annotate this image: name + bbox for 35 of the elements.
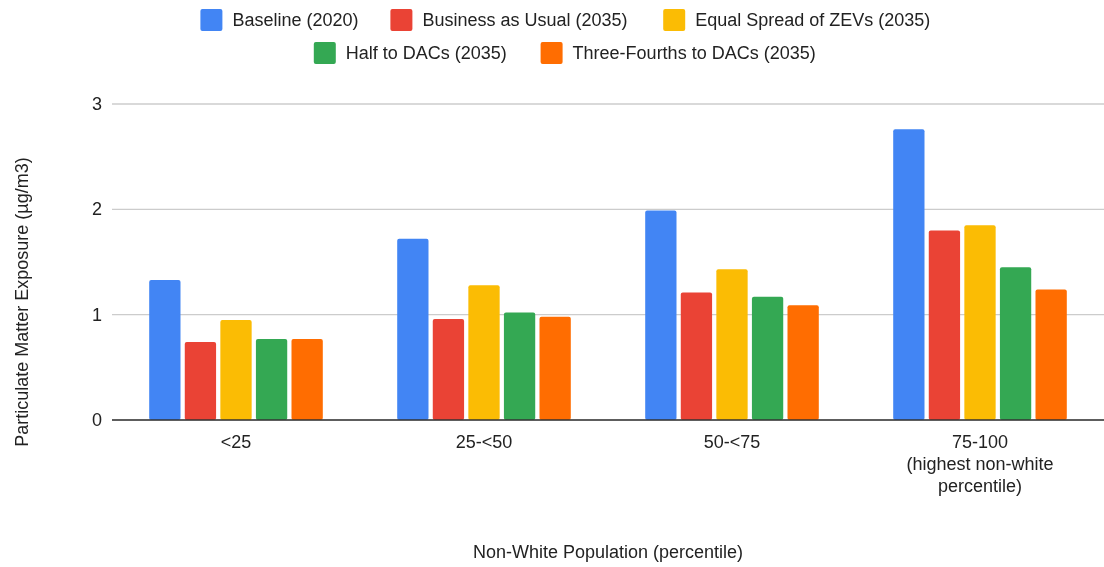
x-tick-label: 75-100 (highest non-white percentile) [906, 432, 1054, 496]
bar [468, 285, 500, 420]
bar [928, 230, 961, 420]
x-tick-label: <25 [220, 432, 252, 452]
bar [716, 269, 748, 420]
bar [149, 279, 181, 420]
bar [397, 238, 429, 420]
y-tick-label: 1 [91, 304, 102, 325]
bar [787, 305, 819, 420]
bar [539, 316, 571, 420]
y-tick-label: 2 [91, 199, 102, 220]
legend-label: Baseline (2020) [232, 10, 359, 30]
bar [680, 292, 713, 420]
x-axis-title: Non-White Population (percentile) [472, 542, 744, 562]
bar [503, 312, 536, 420]
bar [999, 267, 1032, 420]
y-tick-label: 0 [91, 410, 102, 430]
x-tick-label: 25-<50 [455, 432, 513, 452]
bar [255, 338, 288, 420]
x-tick-label: 50-<75 [703, 432, 761, 452]
legend-label: Equal Spread of ZEVs (2035) [695, 10, 931, 30]
legend-label: Business as Usual (2035) [422, 10, 628, 30]
y-axis-title: Particulate Matter Exposure (µg/m3) [12, 157, 32, 447]
bar [751, 296, 784, 420]
bar [1035, 289, 1067, 420]
bar [645, 210, 677, 420]
legend-label: Three-Fourths to DACs (2035) [572, 43, 816, 63]
legend-label: Half to DACs (2035) [345, 43, 507, 63]
bar [291, 338, 323, 420]
bar [184, 342, 217, 420]
bar [220, 319, 252, 420]
bar [964, 225, 996, 420]
y-tick-label: 3 [91, 94, 102, 114]
bar [432, 318, 465, 420]
bar [893, 129, 925, 420]
